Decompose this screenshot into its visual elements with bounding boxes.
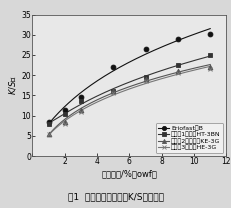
Legend: Eriofast红B, 对比组1活性红HT-3BN, 对比组2活性大红KE-3G, 对比组3活性红HE-3G: Eriofast红B, 对比组1活性红HT-3BN, 对比组2活性大红KE-3G… xyxy=(155,123,223,153)
X-axis label: 染料用量/%（owf）: 染料用量/%（owf） xyxy=(101,169,157,178)
Text: 图1  活性红染料用量与K/S值的关系: 图1 活性红染料用量与K/S值的关系 xyxy=(67,193,164,202)
Y-axis label: $K/S$值: $K/S$值 xyxy=(7,75,18,95)
